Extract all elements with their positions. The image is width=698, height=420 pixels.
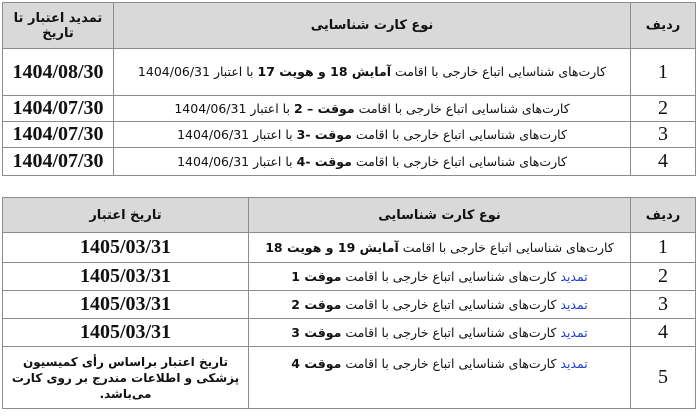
table-row: 4 تمدید کارت‌های شناسایی اتباع خارجی با ا… [2, 318, 696, 347]
date-cell: 1404/07/30 [2, 95, 114, 122]
validity-text: با اعتبار 1404/06/31 [177, 126, 297, 142]
card-type-cell: کارت‌های شناسایی اتباع خارجی با اقامت آم… [113, 48, 631, 96]
header-extension-date: تمدید اعتبار تا تاریخ [2, 2, 114, 49]
row-number: 2 [630, 95, 696, 122]
table-row: 3 کارت‌های شناسایی اتباع خارجی با اقامت م… [2, 121, 696, 148]
row-number: 2 [630, 262, 696, 291]
date-cell: 1405/03/31 [2, 290, 249, 319]
extension-label: تمدید [560, 356, 588, 371]
residence-type: موقت 1 [291, 268, 342, 284]
date-cell: 1405/03/31 [2, 318, 249, 347]
validity-text: با اعتبار 1404/06/31 [177, 153, 297, 169]
date-cell: 1404/07/30 [2, 121, 114, 148]
date-cell: 1404/07/30 [2, 147, 114, 176]
card-type-cell: کارت‌های شناسایی اتباع خارجی با اقامت آم… [248, 232, 631, 263]
card-type-text: کارت‌های شناسایی اتباع خارجی با اقامت [341, 268, 561, 284]
residence-type: موقت 2 [291, 296, 342, 312]
card-type-cell: تمدید کارت‌های شناسایی اتباع خارجی با اق… [248, 346, 631, 409]
card-type-text: کارت‌های شناسایی اتباع خارجی با اقامت [351, 126, 567, 142]
validity-note: تاریخ اعتبار براساس رأی کمیسیون پزشکی و … [2, 346, 249, 409]
row-number: 1 [630, 48, 696, 96]
card-type-cell: کارت‌های شناسایی اتباع خارجی با اقامت مو… [113, 121, 631, 148]
card-type-text: کارت‌های شناسایی اتباع خارجی با اقامت [341, 324, 561, 340]
card-type-text: کارت‌های شناسایی اتباع خارجی با اقامت [341, 296, 561, 312]
header-validity-date: تاریخ اعتبار [2, 197, 249, 233]
validity-table: ردیف نوع کارت شناسایی تاریخ اعتبار 1 کارت… [2, 197, 696, 409]
residence-type: موقت 4 [291, 356, 342, 371]
header-card-type: نوع کارت شناسایی [113, 2, 631, 49]
extension-label: تمدید [560, 296, 588, 312]
card-type-cell: تمدید کارت‌های شناسایی اتباع خارجی با اق… [248, 290, 631, 319]
card-type-text: کارت‌های شناسایی اتباع خارجی با اقامت [354, 100, 570, 116]
card-type-text: کارت‌های شناسایی اتباع خارجی با اقامت [398, 239, 614, 255]
date-cell: 1405/03/31 [2, 262, 249, 291]
validity-text: با اعتبار 1404/06/31 [137, 64, 258, 79]
table-row: 2 تمدید کارت‌های شناسایی اتباع خارجی با ا… [2, 262, 696, 291]
row-number: 4 [630, 147, 696, 176]
extension-table: ردیف نوع کارت شناسایی تمدید اعتبار تا تا… [2, 2, 696, 176]
date-cell: 1404/08/30 [2, 48, 114, 96]
row-number: 4 [630, 318, 696, 347]
card-type-text: کارت‌های شناسایی اتباع خارجی با اقامت [391, 64, 607, 79]
table-row: 1 کارت‌های شناسایی اتباع خارجی با اقامت آ… [2, 48, 696, 96]
table-row: 4 کارت‌های شناسایی اتباع خارجی با اقامت م… [2, 147, 696, 176]
date-cell: 1405/03/31 [2, 232, 249, 263]
residence-type: آمایش 19 و هویت 18 [265, 239, 399, 255]
validity-text: با اعتبار 1404/06/31 [174, 100, 294, 116]
header-row-number: ردیف [630, 197, 696, 233]
card-type-text: کارت‌های شناسایی اتباع خارجی با اقامت [351, 153, 567, 169]
header-row-number: ردیف [630, 2, 696, 49]
table-row: 1 کارت‌های شناسایی اتباع خارجی با اقامت آ… [2, 232, 696, 263]
table-row: 5 تمدید کارت‌های شناسایی اتباع خارجی با ا… [2, 346, 696, 409]
extension-label: تمدید [560, 268, 588, 284]
card-type-cell: تمدید کارت‌های شناسایی اتباع خارجی با اق… [248, 262, 631, 291]
header-card-type: نوع کارت شناسایی [248, 197, 631, 233]
residence-type: آمایش 18 و هویت 17 [257, 64, 392, 79]
extension-label: تمدید [560, 324, 588, 340]
row-number: 5 [630, 346, 696, 409]
card-type-cell: تمدید کارت‌های شناسایی اتباع خارجی با اق… [248, 318, 631, 347]
residence-type: موقت -3 [296, 126, 352, 142]
card-type-cell: کارت‌های شناسایی اتباع خارجی با اقامت مو… [113, 95, 631, 122]
table-row: 2 کارت‌های شناسایی اتباع خارجی با اقامت م… [2, 95, 696, 122]
residence-type: موقت 3 [291, 324, 342, 340]
card-type-text: کارت‌های شناسایی اتباع خارجی با اقامت [341, 356, 561, 371]
card-type-cell: کارت‌های شناسایی اتباع خارجی با اقامت مو… [113, 147, 631, 176]
row-number: 3 [630, 121, 696, 148]
residence-type: موقت -4 [296, 153, 352, 169]
row-number: 1 [630, 232, 696, 263]
row-number: 3 [630, 290, 696, 319]
table-row: 3 تمدید کارت‌های شناسایی اتباع خارجی با ا… [2, 290, 696, 319]
residence-type: موقت – 2 [293, 100, 355, 116]
